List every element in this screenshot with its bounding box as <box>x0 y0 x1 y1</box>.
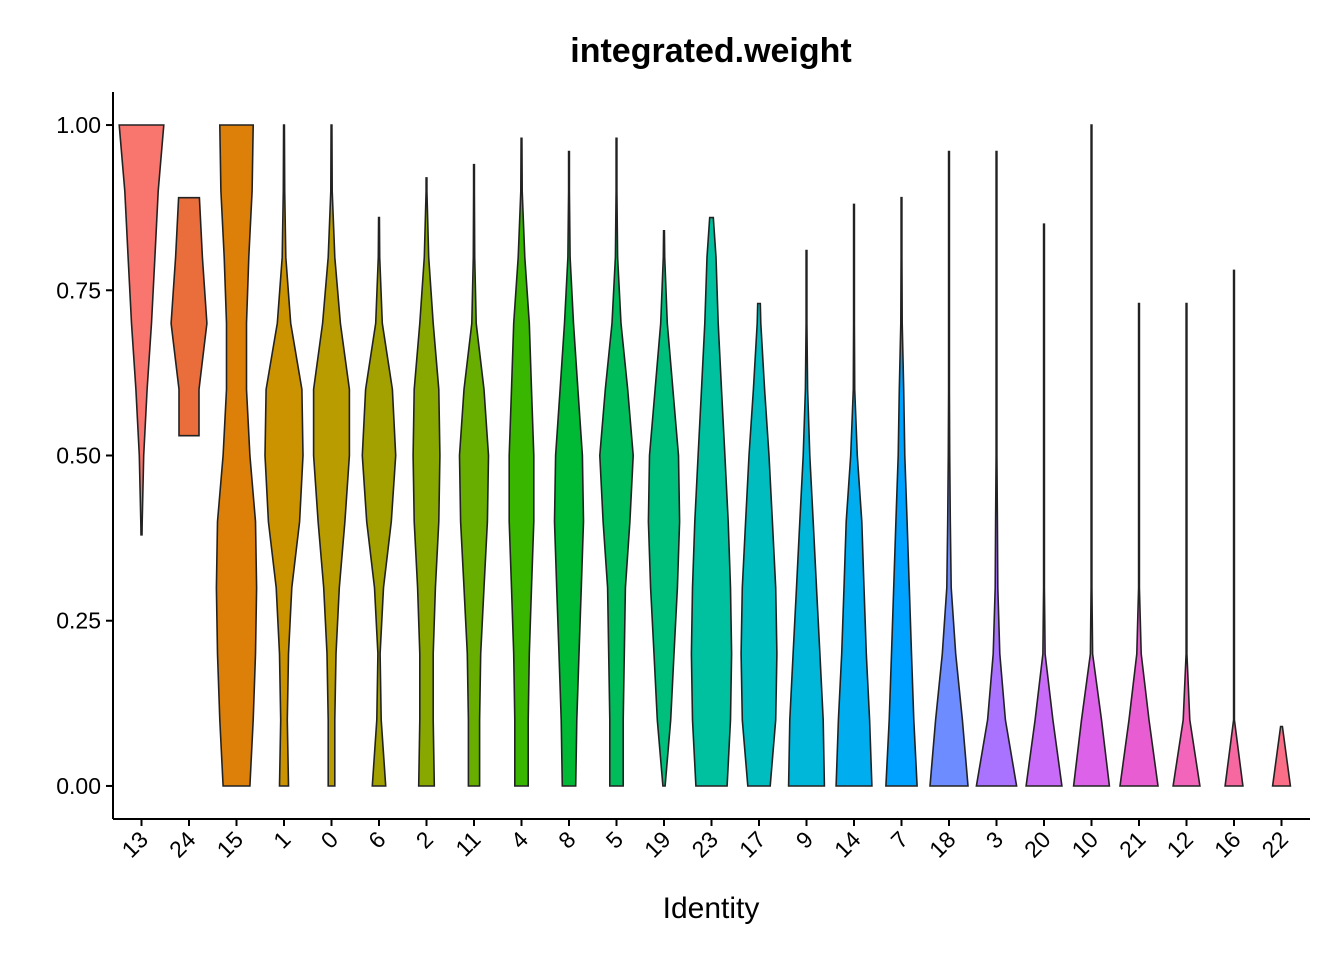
x-tick-label: 2 <box>411 826 438 853</box>
violin <box>1271 725 1292 787</box>
violin <box>553 150 585 787</box>
violin <box>787 249 826 787</box>
x-axis-label: Identity <box>663 892 760 925</box>
x-tick-label: 13 <box>117 826 153 862</box>
violin <box>1025 223 1063 787</box>
x-tick-label: 9 <box>791 826 818 853</box>
x-tick-label: 18 <box>924 826 960 862</box>
chart-title: integrated.weight <box>570 32 851 70</box>
x-tick-label: 4 <box>506 826 534 854</box>
y-tick-label: 0.50 <box>56 443 101 469</box>
violin <box>1119 302 1159 787</box>
y-tick-label: 0.75 <box>56 277 101 303</box>
x-tick-label: 7 <box>886 826 913 853</box>
x-tick-label: 0 <box>316 826 343 853</box>
violin <box>118 124 165 536</box>
x-tick-label: 1 <box>268 826 295 853</box>
x-tick-label: 20 <box>1019 826 1055 862</box>
x-tick-label: 21 <box>1114 826 1150 862</box>
violin <box>312 124 351 787</box>
violin <box>508 137 535 787</box>
x-tick-label: 12 <box>1162 826 1198 862</box>
violin <box>412 177 441 787</box>
x-tick-label: 15 <box>212 826 248 862</box>
x-tick-label: 3 <box>981 826 1008 853</box>
x-tick-label: 5 <box>601 826 628 853</box>
violin <box>361 216 397 787</box>
x-tick-label: 23 <box>687 826 723 862</box>
violin <box>975 150 1018 787</box>
violin <box>929 150 969 787</box>
violin <box>170 196 208 437</box>
x-tick-label: 10 <box>1067 826 1103 862</box>
violin <box>458 163 490 787</box>
x-tick-label: 17 <box>734 826 770 862</box>
violin <box>690 216 733 787</box>
violin <box>835 203 873 787</box>
y-tick-label: 1.00 <box>56 112 101 138</box>
violin <box>740 302 778 787</box>
violin <box>1224 269 1244 787</box>
violin <box>1072 124 1111 787</box>
x-tick-label: 11 <box>450 826 485 861</box>
x-tick-label: 6 <box>363 826 390 853</box>
x-tick-label: 24 <box>164 826 201 863</box>
violin <box>885 196 918 787</box>
x-tick-label: 8 <box>553 826 580 853</box>
x-tick-label: 22 <box>1257 826 1293 862</box>
x-tick-label: 19 <box>639 826 675 862</box>
y-tick-label: 0.00 <box>56 773 101 799</box>
violin <box>1172 302 1201 787</box>
violin <box>264 124 304 787</box>
x-tick-label: 16 <box>1209 826 1245 862</box>
violin <box>598 137 635 787</box>
violin <box>647 230 681 787</box>
y-tick-label: 0.25 <box>56 608 101 634</box>
x-tick-label: 14 <box>829 826 866 863</box>
violin <box>215 124 258 787</box>
